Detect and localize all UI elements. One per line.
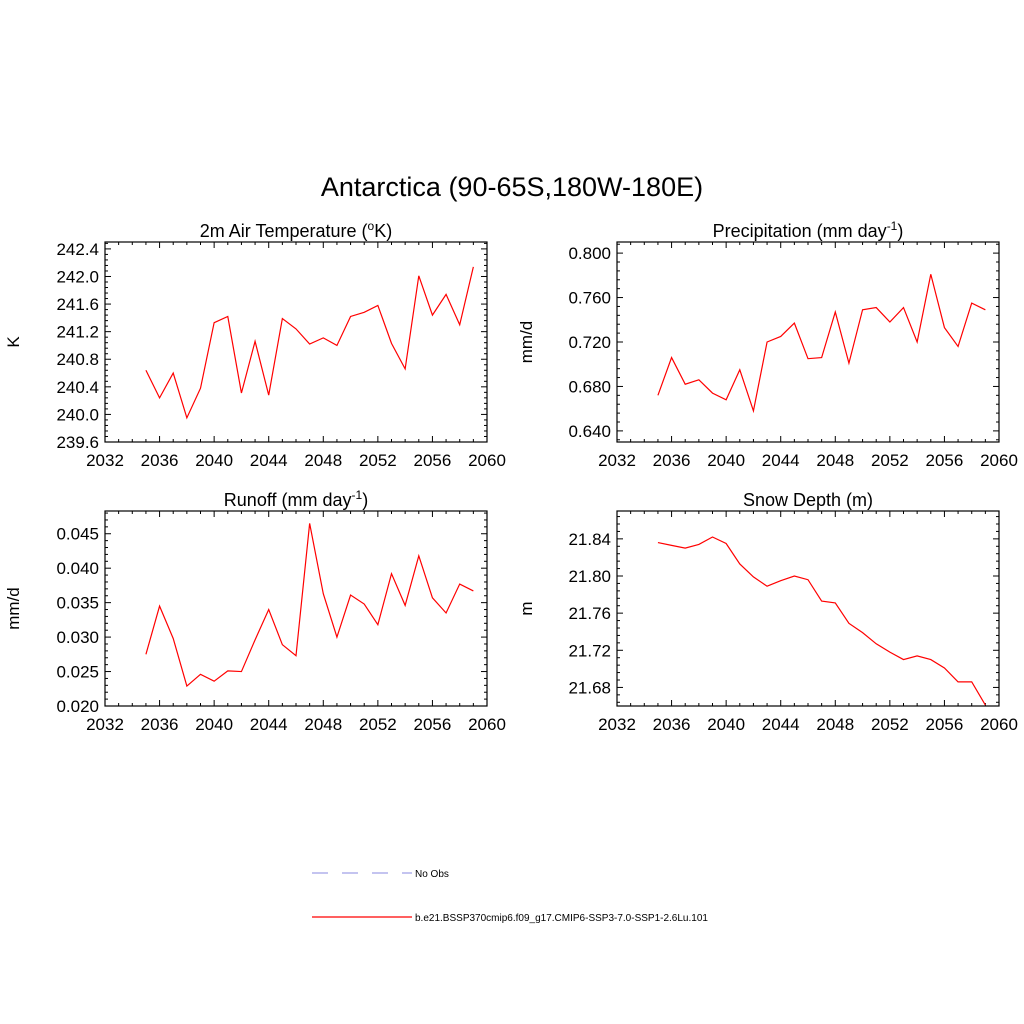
series-line [657,536,986,706]
chart-panels: 2m Air Temperature (oK)2032 2036 2040 2044 2… [4,219,1018,734]
panel-title-suffix: ) [362,490,368,510]
chart-panel-4: Snow Depth (m) 2032 2036 2040 2044 2048 2052 20… [517,490,1018,734]
x-tick-label: 2044 [762,715,800,734]
y-axis-label: mm/d [517,321,536,364]
panel-title: 2m Air Temperature (oK) [200,219,392,241]
x-tick-label: 2032 [598,715,636,734]
y-tick-label: 21.68 [568,678,611,697]
y-tick-label: 21.72 [568,641,611,660]
x-tick-label: 2052 [871,715,909,734]
y-tick-label: 0.035 [56,594,99,613]
y-tick-label: 0.640 [568,422,611,441]
x-tick-label: 2052 [359,451,397,470]
panel-title-superscript: -1 [887,219,898,233]
y-tick-label: 242.0 [56,267,99,286]
y-tick-label: 240.8 [56,350,99,369]
x-tick-label: 2052 [871,451,909,470]
x-tick-label: 2032 [86,715,124,734]
x-tick-label: 2036 [653,451,691,470]
y-tick-label: 242.4 [56,240,99,259]
series-line [145,266,474,420]
x-tick-label: 2060 [468,715,506,734]
legend-entry: No Obs [312,869,449,880]
panel-title-suffix: ) [897,221,903,241]
y-tick-label: 0.800 [568,244,611,263]
x-tick-label: 2044 [250,451,288,470]
panel-title: Snow Depth (m) [743,490,873,510]
y-tick-label: 239.6 [56,433,99,452]
x-tick-label: 2048 [816,715,854,734]
x-tick-label: 2048 [304,451,342,470]
legend-label: b.e21.BSSP370cmip6.f09_g17.CMIP6-SSP3-7.… [415,913,708,924]
x-tick-label: 2052 [359,715,397,734]
x-tick-label: 2056 [926,451,964,470]
y-axis-label: K [4,336,23,348]
x-tick-label: 2032 [598,451,636,470]
panel-title: Runoff (mm day-1) [224,488,368,510]
y-tick-label: 21.76 [568,604,611,623]
y-tick-label: 0.045 [56,525,99,544]
x-tick-label: 2060 [980,715,1018,734]
y-tick-label: 240.4 [56,378,99,397]
chart-panel-1: 2m Air Temperature (oK) 2032 2036 2040 2044 2… [4,219,506,470]
x-tick-label: 2036 [141,715,179,734]
panel-title: Precipitation (mm day-1) [713,219,904,241]
legend-entry: b.e21.BSSP370cmip6.f09_g17.CMIP6-SSP3-7.… [312,913,708,924]
x-tick-label: 2036 [141,451,179,470]
plot-frame [104,510,488,707]
y-tick-label: 241.6 [56,295,99,314]
y-tick-label: 0.040 [56,559,99,578]
plot-frame [104,241,488,443]
panel-title-text: Precipitation (mm day [713,221,887,241]
y-tick-label: 0.030 [56,628,99,647]
figure-title: Antarctica (90-65S,180W-180E) [321,172,703,202]
x-tick-label: 2044 [250,715,288,734]
x-tick-label: 2036 [653,715,691,734]
x-tick-label: 2040 [195,451,233,470]
y-tick-label: 0.020 [56,697,99,716]
y-tick-label: 240.0 [56,405,99,424]
series-line [145,523,474,688]
y-tick-label: 21.80 [568,567,611,586]
x-tick-label: 2048 [304,715,342,734]
x-tick-label: 2032 [86,451,124,470]
y-tick-label: 241.2 [56,323,99,342]
x-tick-label: 2056 [414,451,452,470]
series-line [657,274,986,414]
y-tick-label: 0.720 [568,333,611,352]
x-tick-label: 2044 [762,451,800,470]
plot-frame [616,510,1000,707]
x-tick-label: 2040 [707,451,745,470]
x-tick-label: 2056 [926,715,964,734]
y-tick-label: 0.760 [568,289,611,308]
panel-title-text: Snow Depth (m) [743,490,873,510]
x-tick-label: 2060 [980,451,1018,470]
x-tick-label: 2056 [414,715,452,734]
y-tick-label: 0.680 [568,377,611,396]
legend-label: No Obs [415,869,449,880]
panel-title-text: 2m Air Temperature ( [200,221,368,241]
panel-title-superscript: -1 [352,488,363,502]
legend: No Obs b.e21.BSSP370cmip6.f09_g17.CMIP6-S… [312,869,708,924]
x-tick-label: 2040 [707,715,745,734]
x-tick-label: 2060 [468,451,506,470]
plot-frame [616,241,1000,443]
chart-panel-2: Precipitation (mm day-1) 2032 2036 2040 2044… [517,219,1018,470]
chart-panel-3: Runoff (mm day-1) 2032 2036 2040 2044 2048 205… [4,488,506,734]
x-tick-label: 2048 [816,451,854,470]
y-tick-label: 0.025 [56,663,99,682]
y-tick-label: 21.84 [568,530,611,549]
x-tick-label: 2040 [195,715,233,734]
panel-title-text: Runoff (mm day [224,490,352,510]
panel-title-superscript: o [368,219,375,233]
panel-title-suffix: K) [374,221,392,241]
y-axis-label: mm/d [4,587,23,630]
y-axis-label: m [517,601,536,615]
